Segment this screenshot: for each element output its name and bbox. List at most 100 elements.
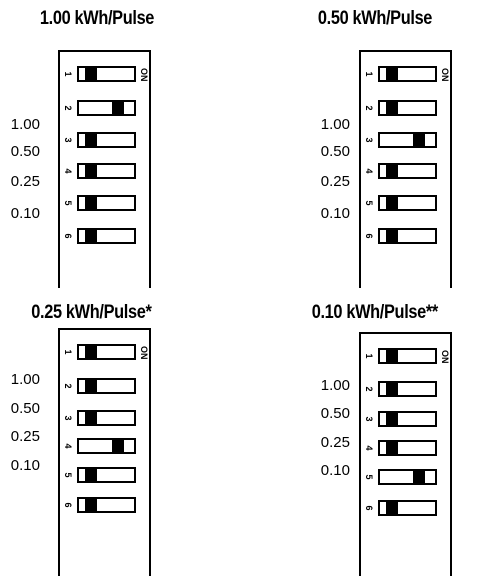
dip-switch-5: 5 xyxy=(60,195,149,211)
dip-switch-1: 1 ON xyxy=(361,66,450,82)
position-label-0.25: 0.25 xyxy=(320,434,350,451)
dip-switch-3: 3 xyxy=(361,411,450,427)
switch-number: 1 xyxy=(63,71,73,77)
position-label-1.00: 1.00 xyxy=(320,116,350,133)
dip-switch-6: 6 xyxy=(60,228,149,244)
on-label: ON xyxy=(440,68,450,82)
position-label-0.50: 0.50 xyxy=(10,400,40,417)
switch-number: 3 xyxy=(63,415,73,421)
dip-switch-1: 1 ON xyxy=(60,344,149,360)
switch-knob-off xyxy=(85,165,97,177)
on-label: ON xyxy=(440,350,450,364)
switch-knob-off xyxy=(386,102,398,114)
switch-slot xyxy=(378,195,437,211)
panel-title: 0.25 kWh/Pulse* xyxy=(31,302,152,323)
switch-knob-off xyxy=(386,68,398,80)
position-label-0.10: 0.10 xyxy=(320,462,350,479)
position-label-1.00: 1.00 xyxy=(320,377,350,394)
switch-slot xyxy=(378,228,437,244)
switch-number: 5 xyxy=(364,474,374,480)
switch-knob-off xyxy=(85,499,97,511)
switch-slot xyxy=(77,497,136,513)
dip-switch-4: 4 xyxy=(361,163,450,179)
switch-slot xyxy=(77,228,136,244)
switch-number: 3 xyxy=(364,137,374,143)
switch-number: 5 xyxy=(63,472,73,478)
switch-knob-off xyxy=(85,469,97,481)
dip-switch-block: 1 ON 2 3 4 5 6 xyxy=(359,50,452,288)
switch-number: 6 xyxy=(63,502,73,508)
switch-number: 2 xyxy=(364,105,374,111)
switch-slot xyxy=(77,467,136,483)
switch-slot xyxy=(378,132,437,148)
dip-switch-1: 1 ON xyxy=(60,66,149,82)
switch-knob-off xyxy=(85,230,97,242)
position-label-0.10: 0.10 xyxy=(10,205,40,222)
switch-number: 2 xyxy=(364,386,374,392)
switch-knob-off xyxy=(85,134,97,146)
position-label-0.50: 0.50 xyxy=(320,143,350,160)
switch-slot xyxy=(77,132,136,148)
switch-slot xyxy=(77,66,136,82)
dip-switch-2: 2 xyxy=(60,100,149,116)
switch-slot xyxy=(378,440,437,456)
switch-number: 4 xyxy=(63,168,73,174)
dip-panel-2: 0.50 kWh/Pulse 1.00 0.50 0.25 0.10 1 ON 2 3… xyxy=(246,0,491,288)
switch-knob-on xyxy=(112,440,124,452)
position-label-0.50: 0.50 xyxy=(320,405,350,422)
position-label-0.25: 0.25 xyxy=(320,173,350,190)
switch-number: 3 xyxy=(63,137,73,143)
switch-slot xyxy=(77,378,136,394)
panel-title: 0.50 kWh/Pulse xyxy=(317,8,433,29)
switch-slot xyxy=(378,348,437,364)
position-label-0.50: 0.50 xyxy=(10,143,40,160)
dip-switch-3: 3 xyxy=(60,410,149,426)
switch-slot xyxy=(378,469,437,485)
switch-number: 1 xyxy=(364,71,374,77)
switch-knob-off xyxy=(386,350,398,362)
switch-slot xyxy=(378,500,437,516)
position-label-0.25: 0.25 xyxy=(10,173,40,190)
dip-switch-6: 6 xyxy=(361,228,450,244)
position-label-0.25: 0.25 xyxy=(10,428,40,445)
dip-panel-4: 0.10 kWh/Pulse** 1.00 0.50 0.25 0.10 1 ON… xyxy=(246,288,491,576)
switch-slot xyxy=(77,344,136,360)
switch-knob-off xyxy=(85,68,97,80)
dip-switch-3: 3 xyxy=(60,132,149,148)
switch-number: 1 xyxy=(63,349,73,355)
switch-slot xyxy=(77,438,136,454)
switch-slot xyxy=(378,381,437,397)
dip-switch-4: 4 xyxy=(60,163,149,179)
dip-switch-block: 1 ON 2 3 4 5 6 xyxy=(58,328,151,576)
switch-number: 1 xyxy=(364,353,374,359)
dip-switch-4: 4 xyxy=(361,440,450,456)
switch-knob-off xyxy=(85,197,97,209)
switch-number: 4 xyxy=(364,168,374,174)
switch-number: 2 xyxy=(63,105,73,111)
position-label-1.00: 1.00 xyxy=(10,371,40,388)
dip-switch-5: 5 xyxy=(361,195,450,211)
switch-knob-on xyxy=(413,134,425,146)
switch-number: 2 xyxy=(63,383,73,389)
switch-knob-off xyxy=(386,230,398,242)
dip-switch-block: 1 ON 2 3 4 5 6 xyxy=(58,50,151,288)
switch-number: 3 xyxy=(364,416,374,422)
position-label-0.10: 0.10 xyxy=(320,205,350,222)
switch-slot xyxy=(378,100,437,116)
dip-switch-2: 2 xyxy=(361,381,450,397)
position-label-0.10: 0.10 xyxy=(10,457,40,474)
switch-slot xyxy=(77,163,136,179)
dip-switch-3: 3 xyxy=(361,132,450,148)
dip-panel-1: 1.00 kWh/Pulse 1.00 0.50 0.25 0.10 1 ON 2 3… xyxy=(0,0,245,288)
switch-slot xyxy=(77,410,136,426)
switch-number: 6 xyxy=(364,505,374,511)
switch-knob-off xyxy=(386,413,398,425)
dip-switch-4: 4 xyxy=(60,438,149,454)
switch-slot xyxy=(77,100,136,116)
dip-switch-5: 5 xyxy=(361,469,450,485)
dip-switch-5: 5 xyxy=(60,467,149,483)
switch-number: 5 xyxy=(364,200,374,206)
switch-knob-on xyxy=(413,471,425,483)
switch-knob-off xyxy=(386,442,398,454)
on-label: ON xyxy=(139,346,149,360)
